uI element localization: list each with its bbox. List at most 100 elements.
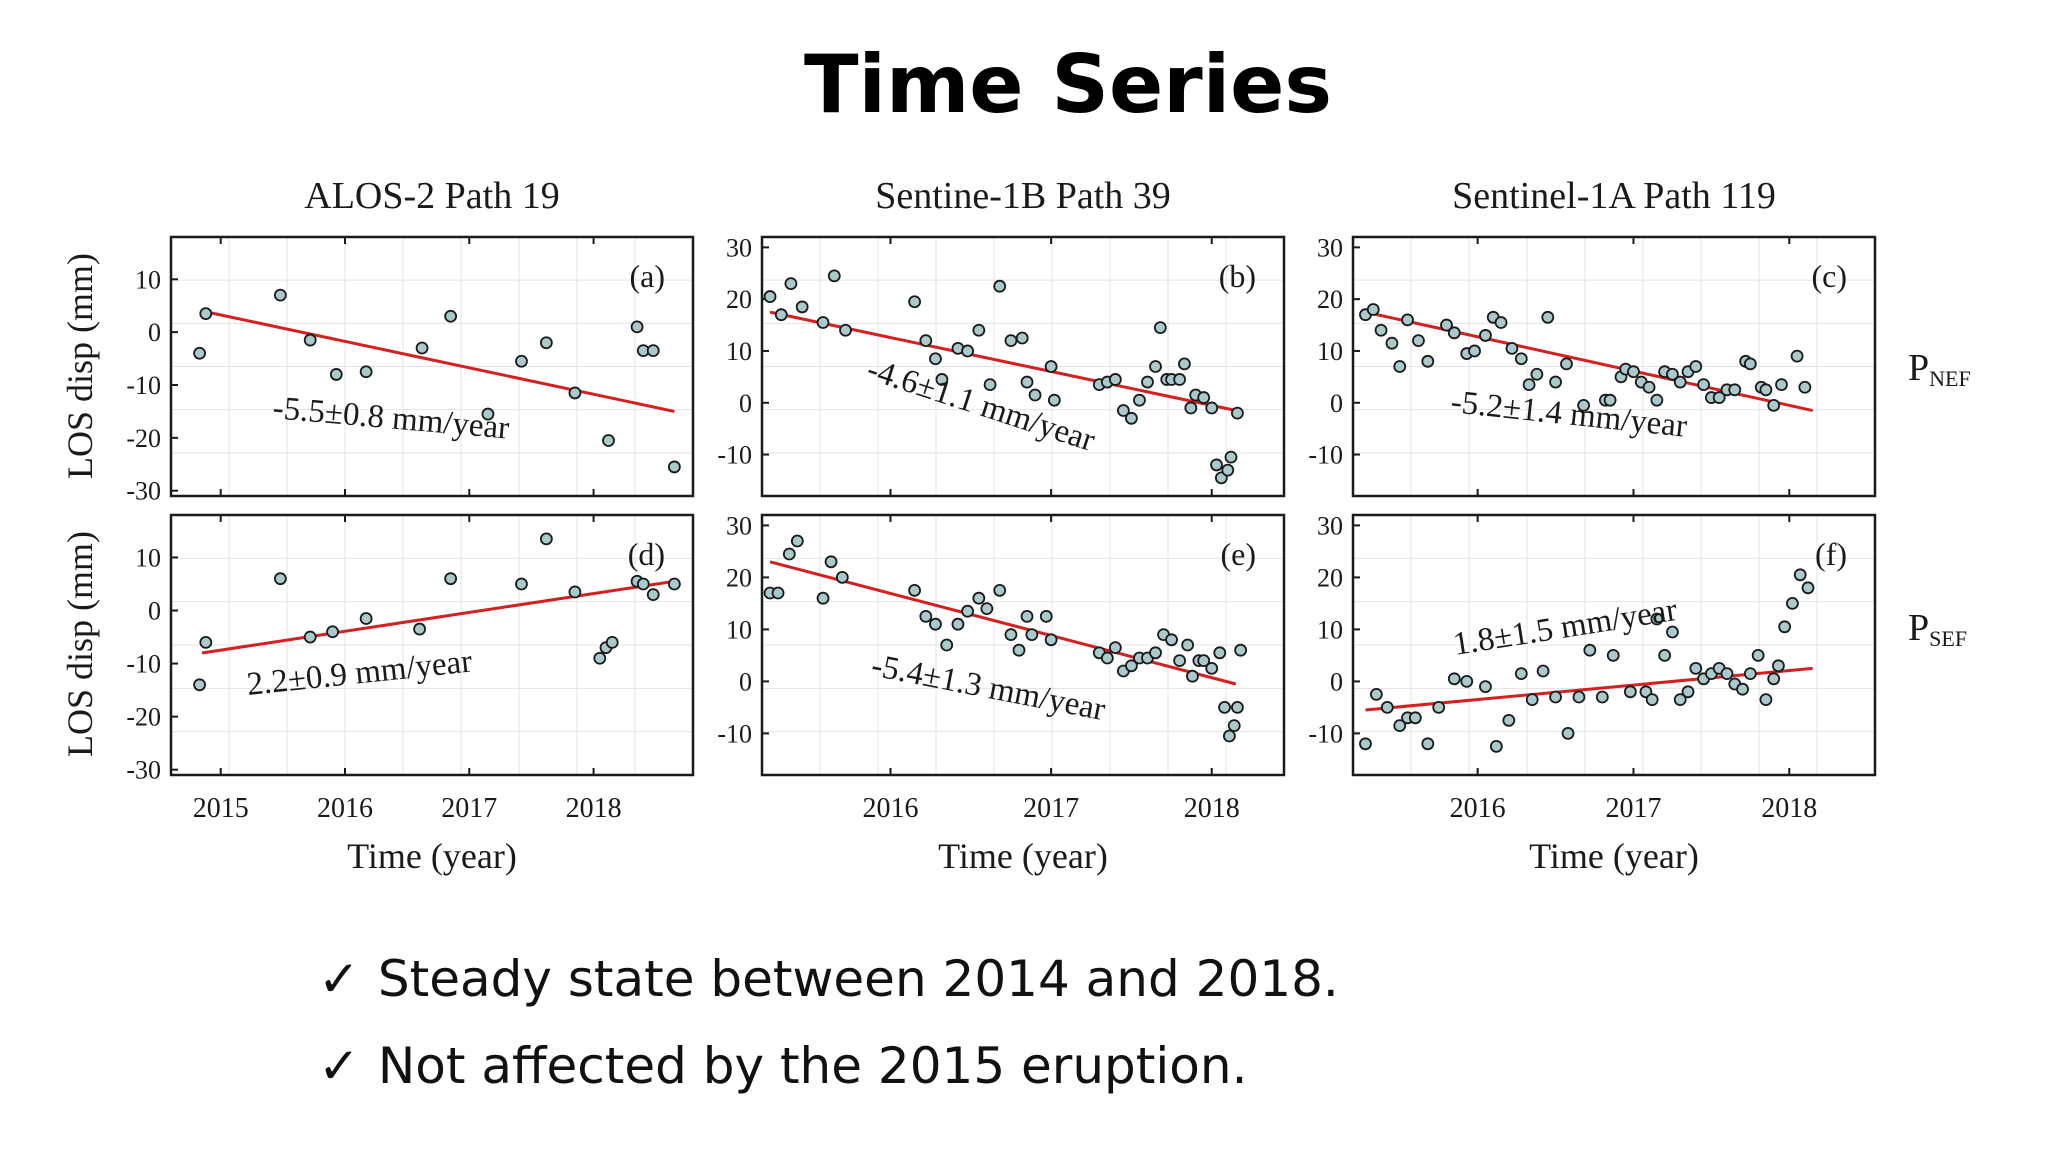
data-point <box>1560 357 1573 371</box>
data-point <box>1666 367 1679 381</box>
data-point <box>568 585 582 599</box>
data-point <box>1514 352 1528 366</box>
plot-frame <box>1351 513 1877 777</box>
fit-line <box>201 309 675 413</box>
panel-label: (f) <box>1815 536 1847 572</box>
data-point <box>993 584 1007 597</box>
data-point <box>1681 685 1695 699</box>
data-point <box>795 300 809 314</box>
data-point <box>481 407 495 421</box>
data-point <box>1549 375 1562 389</box>
data-point <box>1751 649 1765 662</box>
y-tick-label: 10 <box>135 543 161 572</box>
data-point <box>1775 378 1788 392</box>
data-point <box>1004 334 1018 348</box>
data-point <box>1125 411 1138 425</box>
data-point <box>1210 458 1223 472</box>
y-tick-label: 20 <box>726 285 752 314</box>
data-point <box>1583 643 1597 657</box>
plot-frame <box>760 235 1286 498</box>
data-point <box>1197 654 1211 667</box>
data-point <box>782 547 796 561</box>
check-icon: ✓ <box>318 950 360 1008</box>
y-tick-label: -10 <box>1308 441 1343 470</box>
data-point <box>1224 450 1238 464</box>
data-point <box>1186 669 1199 683</box>
data-point <box>1125 659 1138 673</box>
data-point <box>1801 581 1815 595</box>
data-point <box>199 307 213 321</box>
data-point <box>1793 568 1807 582</box>
data-point <box>1468 344 1481 358</box>
panel-label: (c) <box>1811 258 1847 294</box>
data-point <box>1385 336 1399 350</box>
data-point <box>1044 360 1058 373</box>
data-point <box>1108 373 1122 386</box>
data-point <box>839 323 852 337</box>
fit-line <box>201 579 675 655</box>
x-tick-label: 2017 <box>441 793 497 824</box>
row-label: PSEF <box>1908 607 1967 651</box>
data-point <box>1530 367 1544 381</box>
data-point <box>1173 654 1186 667</box>
data-point <box>1044 633 1058 647</box>
column-title: Sentinel-1A Path 119 <box>1452 175 1776 217</box>
data-point <box>961 604 974 618</box>
data-point <box>1536 664 1550 678</box>
data-point <box>1595 690 1609 704</box>
y-tick-label: -20 <box>126 424 161 453</box>
data-point <box>1028 388 1042 402</box>
data-point <box>515 577 528 591</box>
data-point <box>790 534 804 548</box>
y-tick-label: -30 <box>126 477 161 506</box>
panel-d: 10 0 -10 -20 -30 2015 2016 2017 2018 (d) 2.2±0.9 m… <box>126 513 695 824</box>
data-point <box>1039 610 1053 623</box>
row-label-subscript: SEF <box>1929 626 1967 651</box>
data-point <box>1015 331 1029 345</box>
y-tick-label: 0 <box>148 318 161 347</box>
data-point <box>1412 334 1425 348</box>
data-point <box>413 622 426 636</box>
data-point <box>1165 633 1178 647</box>
data-point <box>1771 659 1785 673</box>
x-tick-label: 2018 <box>1184 793 1240 824</box>
data-point <box>1606 649 1620 662</box>
data-point <box>1689 360 1703 373</box>
data-point <box>1231 406 1244 420</box>
x-axis-label: Time (year) <box>347 836 517 876</box>
data-point <box>1759 383 1773 397</box>
x-tick-label: 2018 <box>566 793 622 824</box>
data-point <box>827 269 841 283</box>
data-point <box>1004 628 1018 641</box>
data-point <box>1650 393 1664 407</box>
column-title: Sentine-1B Path 39 <box>875 175 1171 217</box>
data-point <box>1525 693 1539 706</box>
plot-frame <box>169 235 695 498</box>
data-point <box>1231 701 1244 714</box>
data-point <box>1421 737 1435 751</box>
data-point <box>1234 643 1248 657</box>
data-point <box>1440 318 1453 332</box>
data-point <box>1767 398 1781 412</box>
y-tick-label: 20 <box>726 563 752 592</box>
rate-annotation: -5.5±0.8 mm/year <box>271 390 510 447</box>
data-point <box>1759 693 1773 706</box>
data-point <box>980 602 994 615</box>
data-point <box>630 320 644 334</box>
gridlines <box>171 237 693 496</box>
y-tick-label: -10 <box>126 371 161 400</box>
data-point <box>1767 672 1781 686</box>
data-point <box>919 334 933 348</box>
data-point <box>1505 341 1519 355</box>
data-point <box>1020 610 1034 623</box>
data-point <box>908 295 921 309</box>
x-axis-label: Time (year) <box>1529 836 1699 876</box>
data-point <box>972 323 986 337</box>
data-point <box>1393 719 1407 732</box>
panel-c: 30 20 10 0 -10 (c) -5.2±1.4 mm/year <box>1308 233 1877 498</box>
data-point <box>1514 667 1528 680</box>
panel-label: (b) <box>1219 258 1256 294</box>
data-point <box>602 434 615 447</box>
y-tick-label: 10 <box>1317 337 1343 366</box>
data-point <box>1712 391 1726 404</box>
